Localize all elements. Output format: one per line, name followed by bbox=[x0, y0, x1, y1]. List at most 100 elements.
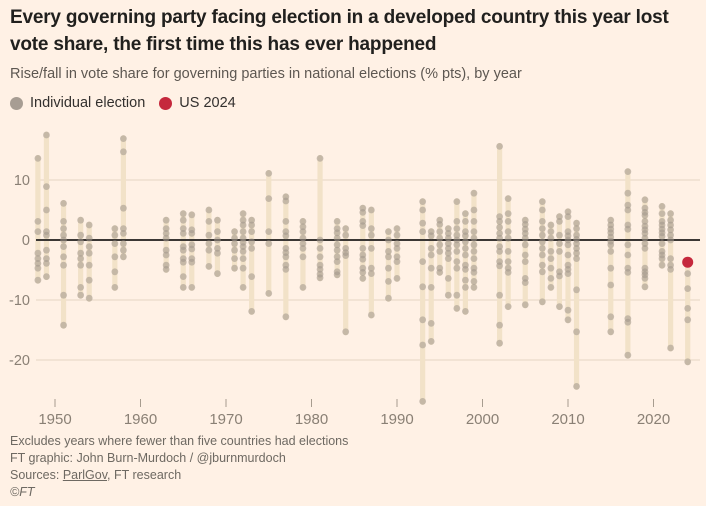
election-dot bbox=[444, 230, 452, 237]
parlgov-link[interactable]: ParlGov bbox=[62, 468, 108, 482]
election-dot bbox=[77, 261, 85, 269]
election-dot bbox=[521, 301, 529, 309]
election-dot bbox=[60, 321, 67, 329]
election-dot bbox=[667, 236, 674, 244]
election-dot bbox=[214, 270, 221, 277]
election-dot bbox=[444, 291, 452, 299]
election-dot bbox=[667, 231, 674, 239]
election-dot bbox=[641, 218, 649, 225]
election-dot bbox=[667, 344, 674, 352]
election-dot bbox=[85, 243, 93, 251]
election-dot bbox=[265, 195, 273, 203]
election-dot bbox=[547, 248, 555, 255]
election-dot bbox=[367, 245, 375, 252]
election-dot bbox=[607, 216, 615, 224]
election-dot bbox=[316, 253, 324, 261]
election-dot bbox=[342, 328, 350, 336]
election-dot bbox=[504, 218, 512, 225]
election-dot bbox=[556, 231, 563, 239]
us-2024-dot bbox=[682, 256, 694, 268]
election-dot bbox=[564, 270, 572, 277]
election-dot bbox=[299, 240, 307, 248]
us-2024-dot-icon bbox=[159, 96, 173, 110]
election-dot bbox=[188, 258, 196, 266]
election-dot bbox=[624, 206, 632, 214]
election-dot bbox=[538, 251, 546, 259]
election-dot bbox=[77, 249, 85, 257]
election-dot bbox=[573, 249, 580, 257]
election-dot bbox=[427, 264, 435, 272]
election-dot bbox=[547, 234, 555, 242]
election-dot bbox=[77, 255, 85, 262]
election-dot bbox=[624, 189, 632, 197]
election-dot bbox=[521, 221, 529, 228]
election-dot bbox=[444, 249, 452, 257]
election-dot bbox=[239, 248, 247, 255]
election-dot bbox=[214, 216, 221, 224]
election-dot bbox=[179, 246, 187, 254]
election-dot bbox=[333, 246, 341, 254]
election-dot bbox=[521, 279, 529, 286]
x-tick-label: 2020 bbox=[637, 411, 670, 428]
election-dot bbox=[316, 236, 324, 244]
range-bar bbox=[625, 168, 631, 359]
election-dot bbox=[333, 241, 341, 249]
election-dot bbox=[556, 272, 563, 280]
election-dot bbox=[496, 321, 503, 329]
election-dot bbox=[111, 284, 119, 291]
election-dot bbox=[504, 269, 512, 276]
election-dot bbox=[60, 243, 67, 251]
election-dot bbox=[34, 255, 42, 262]
election-dot bbox=[496, 339, 503, 347]
election-dot bbox=[282, 232, 290, 240]
election-dot bbox=[470, 248, 478, 255]
x-tick-label: 1980 bbox=[295, 411, 328, 428]
election-dot bbox=[162, 251, 170, 259]
election-dot bbox=[333, 253, 341, 261]
election-dot bbox=[547, 264, 555, 272]
range-bar bbox=[668, 210, 674, 352]
election-dot bbox=[573, 328, 580, 336]
range-bar bbox=[343, 225, 349, 336]
election-dot bbox=[179, 230, 187, 237]
election-dot bbox=[658, 255, 666, 262]
election-dot bbox=[564, 316, 572, 324]
election-dot bbox=[496, 224, 503, 231]
y-tick-label: 0 bbox=[22, 233, 30, 249]
election-dot bbox=[179, 210, 187, 218]
election-dot bbox=[496, 243, 503, 251]
election-dot bbox=[470, 228, 478, 236]
election-dot bbox=[85, 234, 93, 242]
election-dot bbox=[120, 148, 127, 156]
election-dot bbox=[85, 221, 93, 229]
election-dot bbox=[470, 206, 478, 214]
range-bar bbox=[43, 131, 50, 281]
election-dot bbox=[667, 226, 674, 234]
election-dot bbox=[248, 245, 256, 252]
election-dot bbox=[462, 245, 469, 252]
range-bar bbox=[368, 206, 374, 319]
election-dot bbox=[462, 232, 469, 240]
election-dot bbox=[248, 221, 256, 229]
election-dot bbox=[504, 210, 512, 218]
election-dot bbox=[111, 253, 119, 261]
election-dot bbox=[316, 245, 324, 252]
election-dot bbox=[496, 213, 503, 221]
election-dot bbox=[453, 198, 461, 206]
election-dot bbox=[556, 303, 563, 310]
election-dot bbox=[179, 284, 187, 291]
election-dot bbox=[111, 231, 119, 239]
election-dot bbox=[282, 266, 290, 273]
election-dot bbox=[342, 252, 350, 259]
election-dot bbox=[188, 245, 196, 253]
election-dot bbox=[359, 209, 367, 216]
election-dot bbox=[248, 238, 256, 246]
election-dot bbox=[444, 275, 452, 282]
election-dot bbox=[504, 303, 512, 310]
election-dot bbox=[248, 216, 256, 224]
election-dot bbox=[239, 243, 247, 251]
election-dot bbox=[453, 236, 461, 244]
election-dot bbox=[385, 278, 392, 285]
election-dot bbox=[658, 210, 666, 218]
election-dot bbox=[419, 198, 427, 206]
